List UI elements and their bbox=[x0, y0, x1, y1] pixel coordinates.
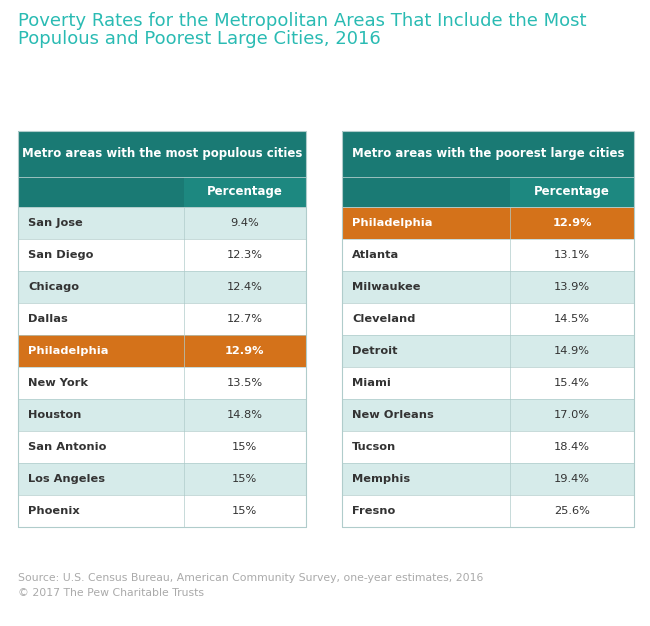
Bar bbox=[18, 207, 183, 239]
Bar bbox=[342, 431, 510, 463]
Text: Philadelphia: Philadelphia bbox=[352, 218, 432, 228]
Text: Populous and Poorest Large Cities, 2016: Populous and Poorest Large Cities, 2016 bbox=[18, 30, 381, 48]
Bar bbox=[342, 131, 634, 177]
Bar bbox=[18, 367, 183, 399]
Text: 18.4%: 18.4% bbox=[554, 442, 590, 452]
Bar bbox=[342, 239, 510, 271]
Bar bbox=[183, 335, 306, 367]
Bar bbox=[510, 463, 634, 495]
Bar bbox=[342, 335, 510, 367]
Bar bbox=[510, 399, 634, 431]
Text: San Diego: San Diego bbox=[28, 250, 94, 260]
Text: Cleveland: Cleveland bbox=[352, 314, 415, 324]
Text: 12.4%: 12.4% bbox=[227, 282, 263, 292]
Bar bbox=[183, 463, 306, 495]
Text: 13.9%: 13.9% bbox=[554, 282, 590, 292]
Bar bbox=[510, 367, 634, 399]
Bar bbox=[183, 239, 306, 271]
Text: Poverty Rates for the Metropolitan Areas That Include the Most: Poverty Rates for the Metropolitan Areas… bbox=[18, 12, 586, 30]
Bar bbox=[18, 271, 183, 303]
Bar bbox=[510, 431, 634, 463]
Text: 19.4%: 19.4% bbox=[554, 474, 590, 484]
Text: Metro areas with the most populous cities: Metro areas with the most populous citie… bbox=[22, 148, 302, 160]
Text: Atlanta: Atlanta bbox=[352, 250, 399, 260]
Text: 15%: 15% bbox=[232, 474, 257, 484]
Bar bbox=[342, 367, 510, 399]
Bar bbox=[183, 303, 306, 335]
Bar bbox=[183, 177, 306, 207]
Bar bbox=[18, 131, 306, 177]
Text: Houston: Houston bbox=[28, 410, 81, 420]
Bar bbox=[18, 399, 183, 431]
Text: 25.6%: 25.6% bbox=[554, 506, 590, 516]
Text: Tucson: Tucson bbox=[352, 442, 396, 452]
Text: Dallas: Dallas bbox=[28, 314, 68, 324]
Text: San Antonio: San Antonio bbox=[28, 442, 107, 452]
Text: Milwaukee: Milwaukee bbox=[352, 282, 421, 292]
Bar bbox=[342, 399, 510, 431]
Bar bbox=[342, 303, 510, 335]
Text: Philadelphia: Philadelphia bbox=[28, 346, 109, 356]
Bar bbox=[342, 177, 510, 207]
Text: Memphis: Memphis bbox=[352, 474, 410, 484]
Text: 12.7%: 12.7% bbox=[227, 314, 263, 324]
Bar bbox=[18, 131, 306, 527]
Bar bbox=[510, 335, 634, 367]
Bar bbox=[510, 239, 634, 271]
Bar bbox=[183, 399, 306, 431]
Bar bbox=[183, 271, 306, 303]
Text: 15.4%: 15.4% bbox=[554, 378, 590, 388]
Bar bbox=[342, 495, 510, 527]
Text: 13.5%: 13.5% bbox=[227, 378, 263, 388]
Text: 14.9%: 14.9% bbox=[554, 346, 590, 356]
Bar bbox=[510, 303, 634, 335]
Bar bbox=[183, 367, 306, 399]
Bar bbox=[18, 239, 183, 271]
Text: Fresno: Fresno bbox=[352, 506, 395, 516]
Text: 12.3%: 12.3% bbox=[227, 250, 263, 260]
Bar bbox=[18, 463, 183, 495]
Text: 12.9%: 12.9% bbox=[552, 218, 592, 228]
Text: Percentage: Percentage bbox=[207, 185, 283, 198]
Bar bbox=[510, 271, 634, 303]
Text: San Jose: San Jose bbox=[28, 218, 83, 228]
Bar bbox=[342, 131, 634, 527]
Text: Detroit: Detroit bbox=[352, 346, 398, 356]
Bar bbox=[18, 177, 183, 207]
Text: Chicago: Chicago bbox=[28, 282, 79, 292]
Text: Miami: Miami bbox=[352, 378, 391, 388]
Bar bbox=[183, 495, 306, 527]
Text: 9.4%: 9.4% bbox=[231, 218, 259, 228]
Text: 13.1%: 13.1% bbox=[554, 250, 590, 260]
Text: Los Angeles: Los Angeles bbox=[28, 474, 105, 484]
Bar bbox=[18, 495, 183, 527]
Bar bbox=[18, 303, 183, 335]
Bar bbox=[342, 207, 510, 239]
Bar bbox=[18, 431, 183, 463]
Text: New York: New York bbox=[28, 378, 88, 388]
Text: Metro areas with the poorest large cities: Metro areas with the poorest large citie… bbox=[352, 148, 624, 160]
Text: 12.9%: 12.9% bbox=[225, 346, 265, 356]
Text: Percentage: Percentage bbox=[534, 185, 610, 198]
Text: Phoenix: Phoenix bbox=[28, 506, 80, 516]
Text: New Orleans: New Orleans bbox=[352, 410, 434, 420]
Text: 15%: 15% bbox=[232, 442, 257, 452]
Bar bbox=[183, 207, 306, 239]
Text: 17.0%: 17.0% bbox=[554, 410, 590, 420]
Bar bbox=[510, 495, 634, 527]
Text: 14.8%: 14.8% bbox=[227, 410, 263, 420]
Bar bbox=[342, 271, 510, 303]
Bar bbox=[510, 177, 634, 207]
Text: 15%: 15% bbox=[232, 506, 257, 516]
Bar bbox=[18, 335, 183, 367]
Text: 14.5%: 14.5% bbox=[554, 314, 590, 324]
Bar bbox=[510, 207, 634, 239]
Bar bbox=[342, 463, 510, 495]
Bar bbox=[183, 431, 306, 463]
Text: Source: U.S. Census Bureau, American Community Survey, one-year estimates, 2016
: Source: U.S. Census Bureau, American Com… bbox=[18, 573, 484, 598]
